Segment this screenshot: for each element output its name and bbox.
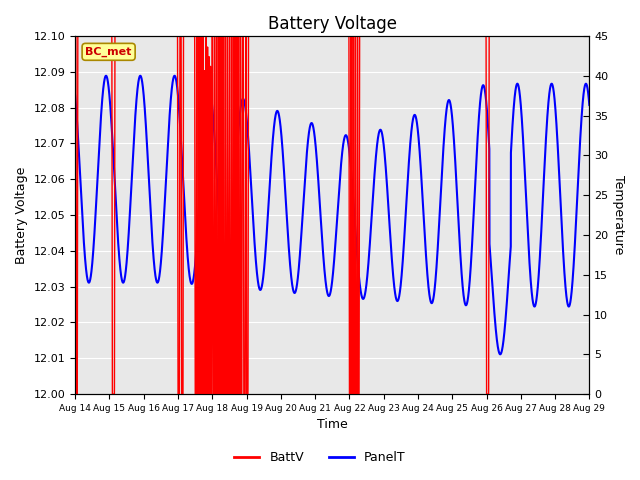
Title: Battery Voltage: Battery Voltage bbox=[268, 15, 397, 33]
Text: BC_met: BC_met bbox=[85, 47, 132, 57]
Y-axis label: Temperature: Temperature bbox=[612, 175, 625, 255]
Y-axis label: Battery Voltage: Battery Voltage bbox=[15, 167, 28, 264]
Legend: BattV, PanelT: BattV, PanelT bbox=[229, 446, 411, 469]
X-axis label: Time: Time bbox=[317, 419, 348, 432]
